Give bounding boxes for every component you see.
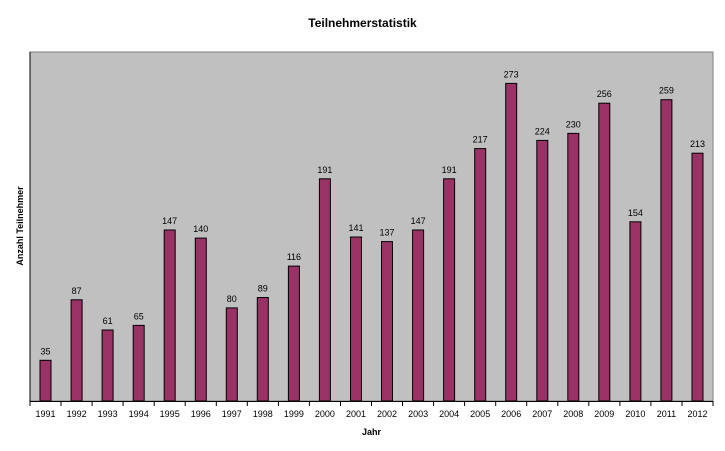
bar <box>70 299 83 402</box>
x-axis-label: Jahr <box>361 427 381 437</box>
data-label: 259 <box>659 86 674 96</box>
x-tick-label: 2010 <box>625 409 645 419</box>
data-label: 230 <box>566 119 581 129</box>
data-label: 137 <box>379 228 394 238</box>
x-tick-label: 2004 <box>439 409 459 419</box>
x-tick-label: 2012 <box>687 409 707 419</box>
data-label: 116 <box>287 252 301 262</box>
data-label: 191 <box>317 165 332 175</box>
data-label: 65 <box>134 311 144 321</box>
x-tick-label: 2005 <box>470 409 490 419</box>
bar <box>598 102 611 402</box>
data-label: 140 <box>193 224 208 234</box>
x-tick-label: 1994 <box>129 409 149 419</box>
bar <box>505 82 518 402</box>
x-tick-label: 2009 <box>594 409 614 419</box>
bar <box>256 297 269 402</box>
bar <box>381 241 393 402</box>
x-tick-label: 2000 <box>315 409 335 419</box>
bar <box>318 178 331 402</box>
x-tick-label: 1998 <box>253 409 273 419</box>
x-tick-label: 2011 <box>657 409 676 419</box>
bar <box>660 99 673 402</box>
data-label: 213 <box>690 139 705 149</box>
data-label: 80 <box>227 294 237 304</box>
data-label: 141 <box>348 223 363 233</box>
data-label: 35 <box>40 346 50 356</box>
bar <box>163 229 176 402</box>
data-label: 147 <box>411 216 426 226</box>
data-label: 61 <box>103 316 113 326</box>
plot-area <box>29 51 714 402</box>
x-tick-label: 2007 <box>532 409 552 419</box>
chart-title: Teilnehmerstatistik <box>308 16 417 30</box>
x-tick-label: 1993 <box>98 409 118 419</box>
data-label: 154 <box>628 208 643 218</box>
data-label: 217 <box>473 135 488 145</box>
data-label: 89 <box>258 284 268 294</box>
x-tick-label: 1991 <box>35 409 55 419</box>
x-tick-label: 2003 <box>408 409 428 419</box>
data-label: 191 <box>442 165 457 175</box>
x-tick-label: 1999 <box>284 409 304 419</box>
bar <box>194 237 207 402</box>
x-tick-label: 2006 <box>501 409 521 419</box>
bar <box>474 148 487 402</box>
bar <box>350 236 362 402</box>
bar <box>536 139 549 402</box>
bar <box>132 324 145 402</box>
bar <box>443 178 456 402</box>
x-tick-label: 2002 <box>377 409 397 419</box>
data-label: 273 <box>504 69 519 79</box>
x-tick-label: 1996 <box>191 409 211 419</box>
bar <box>101 329 114 402</box>
bar <box>412 229 425 402</box>
x-tick-label: 1997 <box>222 409 242 419</box>
x-tick-label: 1992 <box>67 409 87 419</box>
x-tick-label: 2001 <box>346 409 366 419</box>
data-label: 87 <box>72 286 82 296</box>
data-label: 147 <box>162 216 177 226</box>
x-tick-label: 2008 <box>563 409 583 419</box>
bar <box>691 152 704 402</box>
bar <box>39 359 52 402</box>
data-label: 224 <box>535 126 550 136</box>
data-label: 256 <box>597 89 612 99</box>
bar <box>629 221 642 402</box>
bar <box>287 265 300 402</box>
bar <box>225 307 238 402</box>
bar <box>567 132 580 402</box>
x-tick-label: 1995 <box>160 409 180 419</box>
